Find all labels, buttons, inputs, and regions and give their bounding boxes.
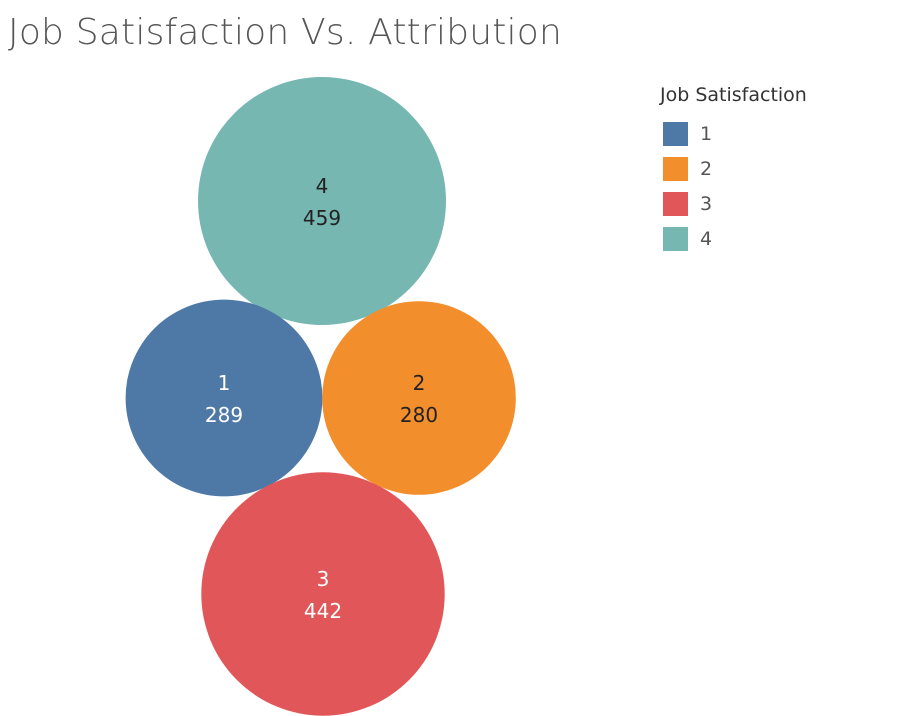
bubble-category-label-4: 4	[316, 174, 329, 198]
bubble-category-label-3: 3	[317, 567, 330, 591]
chart-title: Job Satisfaction Vs. Attribution	[8, 12, 562, 53]
legend-label-2: 2	[700, 157, 713, 180]
legend-label-1: 1	[700, 122, 713, 145]
legend-title: Job Satisfaction	[660, 84, 807, 106]
bubble-category-label-1: 1	[218, 371, 231, 395]
bubble-circle-3[interactable]	[201, 472, 445, 716]
legend-label-3: 3	[700, 192, 713, 215]
legend-item-4[interactable]: 4	[660, 221, 807, 256]
legend-item-3[interactable]: 3	[660, 186, 807, 221]
legend-label-4: 4	[700, 227, 713, 250]
legend-swatch-4	[663, 226, 688, 251]
bubble-circle-1[interactable]	[125, 299, 323, 497]
legend-item-1[interactable]: 1	[660, 116, 807, 151]
bubble-category-label-2: 2	[413, 371, 426, 395]
legend-swatch-1	[663, 121, 688, 146]
bubble-value-label-4: 459	[303, 206, 341, 230]
bubble-value-label-1: 289	[205, 403, 243, 427]
legend: Job Satisfaction 1 2 3 4	[660, 84, 807, 256]
legend-item-2[interactable]: 2	[660, 151, 807, 186]
bubble-value-label-3: 442	[304, 599, 342, 623]
legend-swatch-3	[663, 191, 688, 216]
bubble-value-label-2: 280	[400, 403, 438, 427]
legend-swatch-2	[663, 156, 688, 181]
bubble-circle-4[interactable]	[198, 77, 446, 325]
bubble-circle-2[interactable]	[322, 301, 516, 495]
